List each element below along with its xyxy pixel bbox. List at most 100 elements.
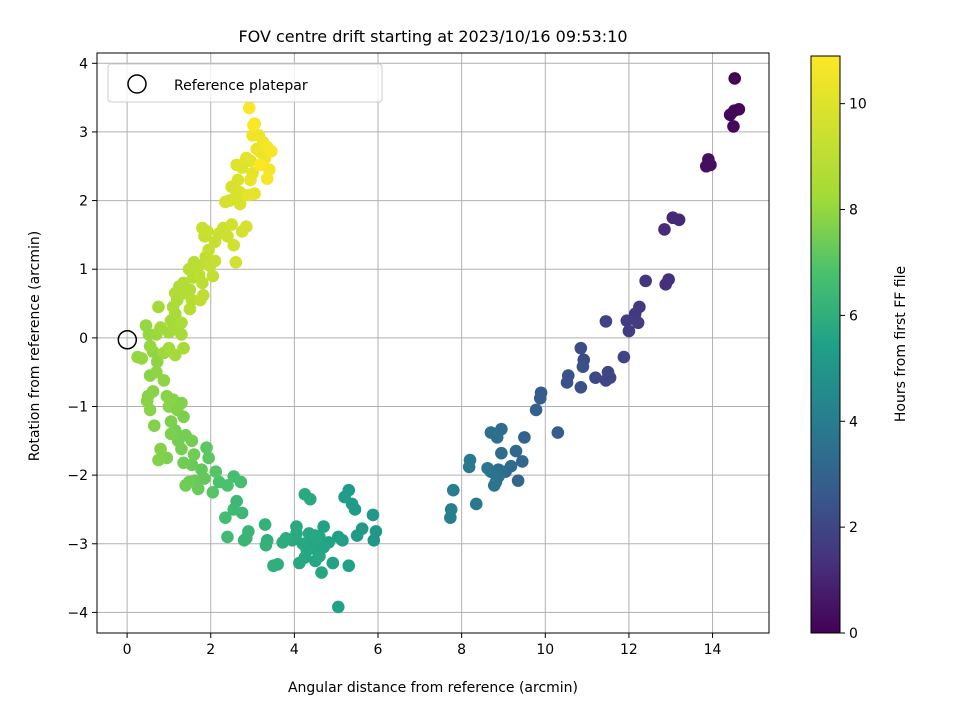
data-point <box>200 441 213 454</box>
colorbar-tick-label: 4 <box>849 414 858 430</box>
data-point <box>298 488 312 501</box>
data-point <box>511 474 525 487</box>
data-point <box>484 426 498 439</box>
data-point <box>168 348 182 362</box>
y-tick-label: −2 <box>67 468 88 484</box>
data-points <box>131 72 746 614</box>
colorbar-gradient <box>810 55 841 634</box>
colorbar: 0 2 4 6 8 10 Hours from first FF file <box>810 55 909 642</box>
x-axis-ticks: 0 2 4 6 8 10 12 14 <box>123 633 722 658</box>
y-tick-label: −3 <box>67 537 88 553</box>
data-point <box>326 556 340 570</box>
data-point <box>179 479 192 492</box>
data-point <box>177 341 190 355</box>
data-point <box>366 508 380 522</box>
data-point <box>202 451 215 465</box>
data-point <box>487 479 501 492</box>
data-point <box>246 129 259 142</box>
x-tick-label: 0 <box>123 642 132 658</box>
data-point <box>622 324 636 338</box>
data-point <box>560 376 574 389</box>
data-point <box>338 490 351 504</box>
data-point <box>183 283 197 297</box>
data-point <box>247 118 260 132</box>
y-tick-label: 4 <box>79 56 88 72</box>
data-point <box>209 465 223 478</box>
data-point <box>212 475 226 489</box>
data-point <box>139 319 153 332</box>
data-point <box>175 316 188 330</box>
data-point <box>239 220 253 233</box>
data-point <box>154 442 167 456</box>
x-tick-label: 6 <box>374 642 383 658</box>
data-point <box>196 276 209 290</box>
data-point <box>518 431 531 444</box>
legend-marker-icon <box>127 74 147 94</box>
data-point <box>529 403 543 417</box>
data-point <box>265 144 278 158</box>
data-point <box>446 483 460 497</box>
y-tick-label: −4 <box>67 605 88 621</box>
data-point <box>175 328 188 341</box>
colorbar-label: Hours from first FF file <box>893 266 909 422</box>
data-point <box>617 350 631 364</box>
data-point <box>235 161 249 174</box>
data-point <box>551 426 565 439</box>
data-point <box>296 537 310 551</box>
data-point <box>495 446 508 460</box>
x-axis-label: Angular distance from reference (arcmin) <box>288 680 578 696</box>
data-point <box>253 158 267 172</box>
data-point <box>576 360 590 373</box>
y-tick-label: 3 <box>79 125 88 141</box>
y-tick-label: 0 <box>79 331 88 347</box>
data-point <box>267 559 280 573</box>
data-point <box>221 229 234 243</box>
data-point <box>233 197 247 211</box>
data-point <box>225 218 238 231</box>
data-point <box>574 380 588 394</box>
data-point <box>227 470 241 483</box>
y-axis-label: Rotation from reference (arcmin) <box>27 231 43 461</box>
colorbar-tick-label: 8 <box>849 203 858 219</box>
data-point <box>258 518 272 531</box>
data-point <box>367 534 381 547</box>
data-point <box>244 173 257 187</box>
data-point <box>350 529 364 542</box>
data-point <box>242 188 255 202</box>
data-point <box>260 172 274 185</box>
data-point <box>315 566 328 579</box>
chart-title: FOV centre drift starting at 2023/10/16 … <box>238 27 627 46</box>
data-point <box>152 300 165 314</box>
data-point <box>175 396 188 410</box>
legend: Reference platepar <box>107 63 383 103</box>
data-point <box>331 530 345 544</box>
data-point <box>574 341 588 355</box>
data-point <box>229 256 243 269</box>
data-point <box>658 223 671 236</box>
data-point <box>639 274 652 288</box>
data-point <box>237 534 251 547</box>
colorbar-tick-label: 10 <box>849 97 867 113</box>
x-tick-label: 8 <box>457 642 466 658</box>
data-point <box>533 391 547 405</box>
y-tick-label: 1 <box>79 262 88 278</box>
data-point <box>672 213 686 227</box>
data-point <box>187 448 201 461</box>
data-point <box>259 538 273 552</box>
y-tick-label: −1 <box>67 399 88 415</box>
data-point <box>732 102 746 116</box>
data-point <box>509 444 523 458</box>
data-point <box>444 511 457 524</box>
data-point <box>659 278 673 291</box>
data-point <box>599 374 613 387</box>
data-point <box>206 269 220 283</box>
colorbar-ticks: 0 2 4 6 8 10 <box>840 97 867 642</box>
data-point <box>515 455 529 468</box>
data-point <box>201 225 214 238</box>
data-point <box>150 355 164 369</box>
data-point <box>219 195 232 209</box>
data-point <box>469 497 483 511</box>
reference-platepar-marker <box>117 330 138 350</box>
y-tick-label: 2 <box>79 194 88 210</box>
